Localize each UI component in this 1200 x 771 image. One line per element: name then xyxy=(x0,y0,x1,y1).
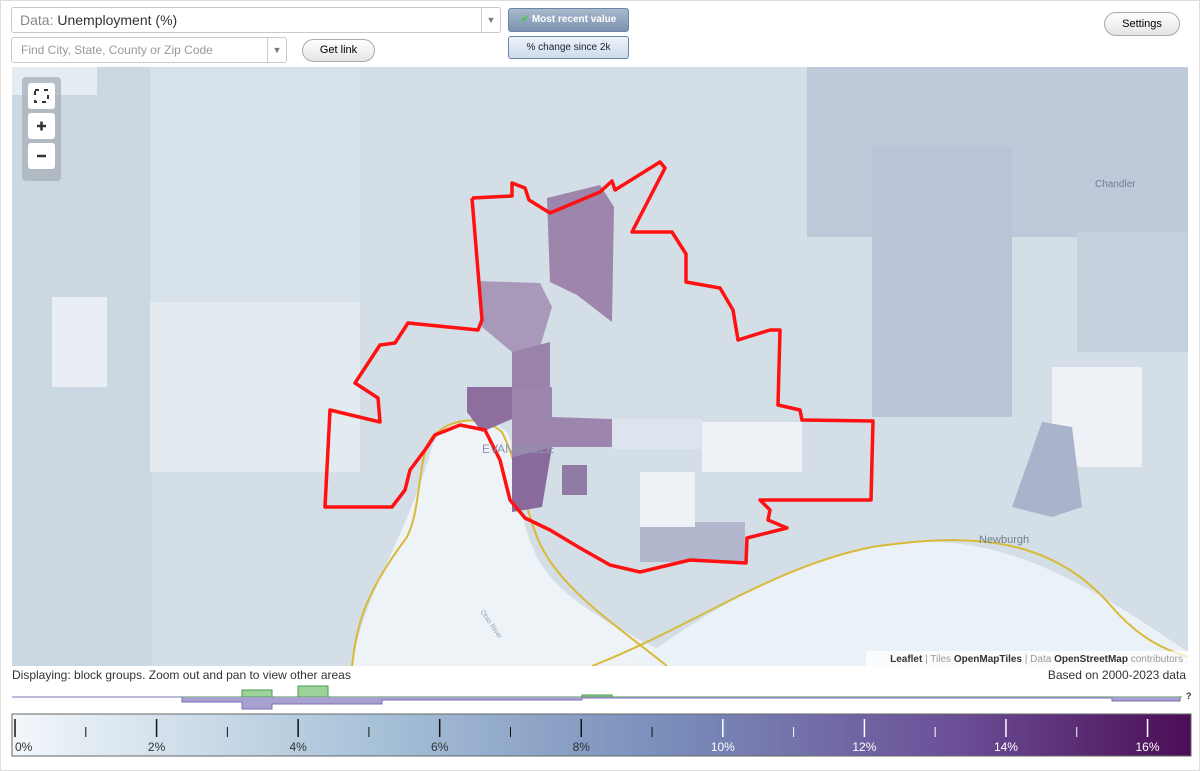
tract xyxy=(872,147,1012,417)
legend-ticks: 0% 2% 4% 6% 8% 10% 12% 14% 16% xyxy=(14,719,1160,754)
histogram: ? xyxy=(12,685,1192,710)
legend-tick-label: 8% xyxy=(573,740,591,754)
legend-tick-label: 12% xyxy=(852,740,876,754)
tract xyxy=(150,302,360,472)
city-boundary xyxy=(323,160,875,574)
tract xyxy=(640,472,695,527)
legend-tick-label: 2% xyxy=(148,740,166,754)
legend-scale xyxy=(11,713,1192,757)
tract xyxy=(512,342,550,387)
data-label: Data: xyxy=(20,12,54,28)
state-boundary xyxy=(351,419,668,666)
river-water xyxy=(632,541,1188,666)
legend: 0% 2% 4% 6% 8% 10% 12% 14% 16% xyxy=(11,713,1192,757)
tract xyxy=(512,387,612,457)
tract xyxy=(640,522,745,562)
legend-tick-label: 16% xyxy=(1136,740,1160,754)
tract xyxy=(1077,232,1188,352)
histogram-shape xyxy=(241,689,273,698)
text: | Tiles xyxy=(925,654,951,665)
help-icon[interactable]: ? xyxy=(1186,691,1192,701)
tract xyxy=(547,185,614,322)
place-label: EVANSVILLE xyxy=(482,442,554,456)
tract xyxy=(1012,422,1082,517)
search-placeholder: Find City, State, County or Zip Code xyxy=(21,43,213,57)
state-boundary xyxy=(591,539,1188,666)
tract xyxy=(612,419,702,449)
place-label: Chandler xyxy=(1095,179,1136,190)
link[interactable]: Leaflet xyxy=(890,654,923,665)
attribution: Leaflet | Tiles OpenMapTiles | Data Open… xyxy=(890,654,1183,665)
legend-tick-label: 4% xyxy=(289,740,307,754)
tract xyxy=(477,281,552,357)
search-box[interactable]: Find City, State, County or Zip Code ▼ xyxy=(11,37,287,63)
tract xyxy=(702,422,802,472)
map[interactable]: Chandler Newburgh EVANSVILLE Ohio River … xyxy=(12,67,1188,666)
histogram-shape xyxy=(581,694,613,698)
text: contributors xyxy=(1131,654,1183,665)
text: | Data xyxy=(1025,654,1052,665)
settings-button[interactable]: Settings xyxy=(1104,12,1180,36)
histogram-shape xyxy=(12,696,1181,710)
tract xyxy=(467,387,512,432)
percent-change-toggle[interactable]: % change since 2k xyxy=(508,36,629,59)
get-link-button[interactable]: Get link xyxy=(302,39,375,62)
tract xyxy=(52,297,107,387)
plus-icon xyxy=(37,121,46,131)
attribution-bg xyxy=(866,651,1188,666)
link[interactable]: OpenMapTiles xyxy=(954,654,1023,665)
place-label: Newburgh xyxy=(979,534,1029,546)
histogram-shape xyxy=(297,685,329,698)
most-recent-text: Most recent value xyxy=(531,14,617,25)
dropdown-arrow: ▼ xyxy=(481,8,500,32)
check-icon: ✔ xyxy=(520,14,530,25)
data-value: Unemployment (%) xyxy=(57,12,178,28)
dropdown-arrow: ▼ xyxy=(267,38,286,62)
tract xyxy=(150,67,360,302)
tract xyxy=(562,465,587,495)
legend-tick-label: 0% xyxy=(15,740,33,754)
link[interactable]: OpenStreetMap xyxy=(1054,654,1128,665)
river-water xyxy=(352,420,692,666)
displaying-note: Displaying: block groups. Zoom out and p… xyxy=(12,668,351,682)
data-select[interactable]: Data: Unemployment (%) ▼ xyxy=(11,7,501,33)
fullscreen-button[interactable] xyxy=(28,83,55,109)
legend-tick-label: 10% xyxy=(711,740,735,754)
most-recent-toggle[interactable]: ✔ Most recent value xyxy=(508,8,629,32)
tract xyxy=(512,447,552,512)
legend-tick-label: 14% xyxy=(994,740,1018,754)
fullscreen-icon xyxy=(34,89,49,103)
based-on-note: Based on 2000-2023 data xyxy=(1047,668,1186,682)
legend-tick-label: 6% xyxy=(431,740,449,754)
